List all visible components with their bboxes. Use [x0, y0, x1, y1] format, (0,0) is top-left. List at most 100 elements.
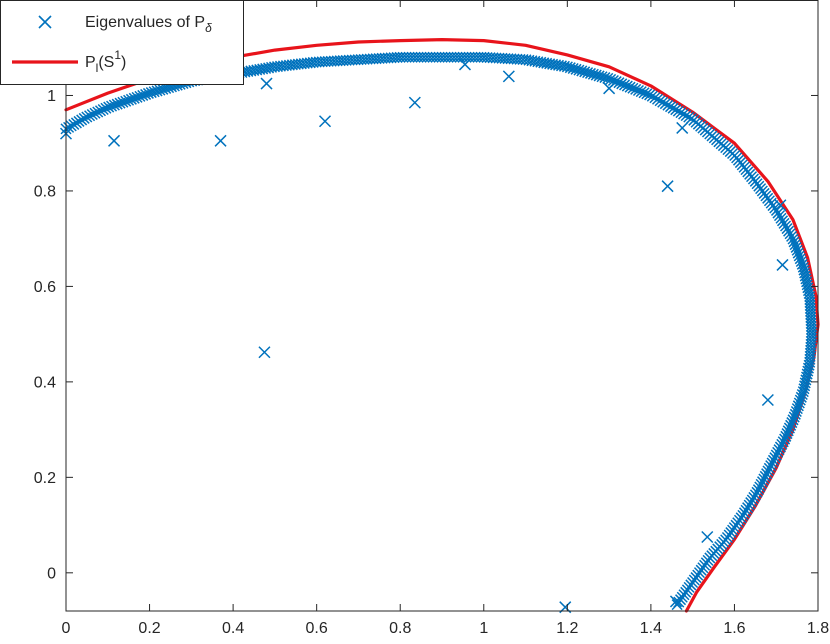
eigenvalue-point [78, 112, 90, 124]
eigenvalue-point [603, 82, 616, 95]
eigenvalue-point [784, 228, 796, 240]
eigenvalue-point [258, 346, 271, 359]
eigenvalue-point [669, 595, 682, 608]
eigenvalue-point [654, 95, 666, 107]
eigenvalue-point [779, 433, 791, 445]
eigenvalue-point [783, 225, 795, 237]
legend-label-curve: Pl(S1) [85, 48, 126, 75]
x-tick-label: 1 [479, 620, 488, 637]
eigenvalue-point [63, 121, 75, 133]
eigenvalue-point [756, 476, 769, 488]
eigenvalue-point [672, 105, 684, 117]
eigenvalue-point [76, 114, 88, 126]
eigenvalue-point [777, 436, 789, 448]
eigenvalue-point [701, 530, 714, 544]
eigenvalue-point [776, 438, 788, 450]
eigenvalue-point [624, 81, 636, 93]
eigenvalue-point [638, 87, 650, 99]
eigenvalue-point [657, 96, 669, 108]
eigenvalue-point [675, 107, 687, 119]
eigenvalue-point [318, 115, 332, 128]
x-tick-label: 0.6 [306, 620, 328, 637]
eigenvalue-point [89, 107, 101, 119]
eigenvalue-point [790, 405, 802, 417]
eigenvalue-point [100, 102, 112, 114]
x-tick-label: 1.8 [807, 620, 829, 637]
axes-layer: 0 0.2 0.4 0.6 0.8 1 1.2 1.4 1.6 1.8 0 0.2 0.4 0.6 0.8 1 [34, 0, 829, 637]
eigenvalue-point [785, 419, 797, 431]
eigenvalue-point [774, 441, 786, 453]
eigenvalue-point [770, 449, 782, 461]
eigenvalue-point [680, 110, 692, 122]
eigenvalue-point [458, 58, 472, 71]
eigenvalue-point [94, 105, 107, 117]
eigenvalue-point [671, 599, 683, 611]
eigenvalue-point [667, 102, 679, 114]
eigenvalue-point [635, 86, 647, 98]
eigenvalue-point [81, 111, 93, 123]
eigenvalue-point [678, 108, 690, 120]
eigenvalue-point [676, 121, 689, 134]
eigenvalue-point [632, 84, 644, 97]
eigenvalue-point [755, 478, 767, 490]
eigenvalue-point [758, 473, 770, 485]
y-tick-label: 0.6 [34, 279, 56, 296]
eigenvalue-point [73, 115, 85, 127]
legend-box [0, 0, 244, 85]
eigenvalue-point [646, 90, 658, 102]
eigenvalue-point [782, 425, 794, 437]
y-tick-label: 0 [47, 565, 56, 582]
eigenvalue-point [789, 408, 801, 420]
eigenvalue-point [260, 77, 273, 90]
eigenvalue-point [752, 484, 764, 496]
eigenvalue-point [649, 92, 661, 104]
eigenvalue-point [761, 393, 774, 407]
eigenvalue-point [670, 104, 682, 116]
eigenvalue-point [627, 82, 639, 94]
legend: Eigenvalues of Pδ Pl(S1) [0, 0, 244, 85]
eigenvalue-point [86, 108, 98, 121]
eigenvalue-point [754, 481, 766, 493]
eigenvalue-point [770, 204, 782, 216]
eigenvalue-point [776, 215, 789, 227]
eigenvalue-point [214, 134, 227, 147]
eigenvalue-point [783, 422, 795, 434]
plot-area-background [66, 0, 818, 611]
eigenvalue-point [786, 417, 798, 429]
legend-marker-eigenvalues [38, 15, 52, 29]
eigenvalue-point [408, 96, 421, 109]
eigenvalue-point [766, 457, 778, 469]
y-tick-label: 0.2 [34, 470, 56, 487]
eigenvalue-point [619, 79, 631, 91]
eigenvalue-point [788, 411, 800, 423]
x-tick-label: 0 [62, 620, 71, 637]
eigenvalue-point [780, 220, 792, 232]
data-marks-layer [59, 38, 820, 614]
eigenvalue-point [502, 70, 515, 83]
eigenvalue-point [84, 110, 96, 122]
axes-box [65, 0, 819, 612]
x-tick-label: 1.4 [640, 620, 662, 637]
eigenvalue-point [778, 217, 790, 229]
eigenvalue-point [776, 258, 789, 271]
eigenvalue-point [621, 80, 633, 92]
eigenvalue-point [773, 210, 786, 222]
eigenvalue-point [616, 78, 628, 90]
eigenvalue-point [644, 89, 656, 101]
y-tick-label: 0.4 [34, 374, 56, 391]
eigenvalue-point [70, 117, 82, 129]
y-tick-label: 0.8 [34, 183, 56, 200]
x-tick-label: 0.2 [138, 620, 160, 637]
eigenvalue-point [781, 223, 793, 235]
eigenvalue-point [659, 98, 671, 110]
eigenvalue-point [108, 134, 121, 147]
x-tick-label: 0.8 [389, 620, 411, 637]
eigenvalue-point [775, 212, 787, 224]
eigenvalue-point [765, 460, 777, 472]
eigenvalue-point [781, 428, 793, 440]
eigenvalue-point [786, 230, 798, 242]
eigenvalue-point [613, 77, 625, 89]
eigenvalue-point [607, 74, 619, 87]
eigenvalue-point [780, 430, 792, 442]
